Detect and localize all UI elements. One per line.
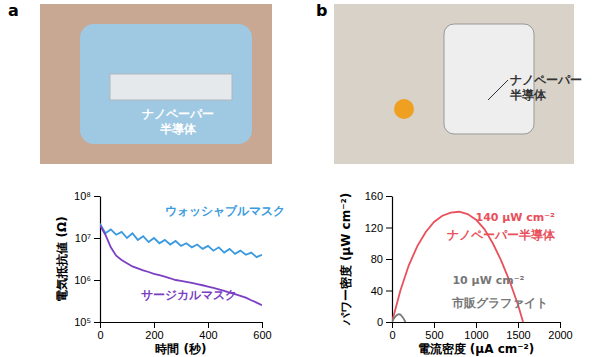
y-tick-label: 10⁵ [74, 316, 91, 328]
x-tick-mark [262, 322, 263, 328]
x-tick-label: 400 [199, 329, 217, 341]
x-tick-mark [154, 322, 155, 328]
x-tick: 500 [425, 322, 443, 341]
mask [80, 24, 252, 144]
series-line [100, 225, 262, 305]
x-tick: 400 [199, 322, 217, 341]
y-axis-line [392, 197, 393, 323]
x-tick-mark [208, 322, 209, 328]
x-tick: 2000 [548, 322, 572, 341]
photo-background [40, 4, 272, 164]
y-tick-mark [94, 196, 100, 197]
x-tick-mark [518, 322, 519, 328]
x-tick-mark [392, 322, 393, 328]
y-tick-mark [386, 259, 392, 260]
leader-line [488, 80, 508, 100]
y-axis-title: 電気抵抗値 (Ω) [55, 216, 69, 301]
y-tick-mark [94, 280, 100, 281]
y-tick-label: 120 [365, 222, 383, 234]
y-tick: 0 [377, 316, 392, 328]
x-tick: 0 [389, 322, 395, 341]
x-tick: 600 [253, 322, 271, 341]
panel-letter: b [316, 1, 327, 20]
photo-label-line: ナノペーパー [510, 73, 582, 87]
annotation: 10 μW cm⁻² [452, 274, 524, 287]
y-tick-mark [386, 196, 392, 197]
photo-label: ナノペーパー半導体 [509, 73, 582, 102]
y-tick: 40 [371, 285, 392, 297]
x-tick-mark [560, 322, 561, 328]
x-tick-label: 1000 [464, 329, 488, 341]
x-tick: 0 [97, 322, 103, 341]
x-axis-line [101, 322, 263, 323]
x-tick-mark [100, 322, 101, 328]
x-tick-mark [434, 322, 435, 328]
x-tick: 1000 [464, 322, 488, 341]
photo: ナノペーパー半導体 [334, 4, 582, 164]
y-axis: 0 40 80 120 160 [365, 190, 393, 328]
photo-label: ナノペーパー半導体 [142, 107, 214, 136]
y-tick-label: 10⁸ [74, 190, 91, 202]
x-axis-title: 時間 (秒) [155, 342, 206, 356]
y-tick-mark [386, 228, 392, 229]
x-axis: 0 500 1000 1500 2000 [389, 322, 572, 341]
series-line [100, 224, 262, 258]
y-tick-mark [94, 322, 100, 323]
photo-label-line: 半導体 [509, 88, 547, 102]
x-tick-label: 200 [145, 329, 163, 341]
y-tick-label: 40 [371, 285, 383, 297]
series-label: ウォッシャブルマスク [165, 204, 285, 218]
x-tick: 200 [145, 322, 163, 341]
series-label: ナノペーパー半導体 [447, 228, 556, 242]
y-tick-label: 10⁶ [74, 274, 91, 286]
y-tick-label: 0 [377, 316, 383, 328]
y-tick: 10⁵ [74, 316, 100, 328]
sensor [110, 74, 232, 100]
photo: ナノペーパー半導体 [40, 4, 272, 164]
figure: ナノペーパー半導体aナノペーパー半導体b020040060010⁵10⁶10⁷1… [0, 0, 612, 357]
y-tick: 10⁷ [75, 232, 100, 244]
x-axis: 0 200 400 600 [97, 322, 271, 341]
y-axis-title: パワー密度 (μW cm⁻²) [339, 193, 353, 327]
chart: 0 200 400 600 10⁵ 10⁶ 10⁷ 10⁸ 時間 (秒) 電気抵抗値 (Ω) ウォッ… [55, 190, 285, 356]
y-tick: 80 [371, 253, 392, 265]
x-tick-label: 1500 [506, 329, 530, 341]
y-tick: 10⁶ [74, 274, 100, 286]
x-tick-label: 0 [389, 329, 395, 341]
x-tick-label: 600 [253, 329, 271, 341]
series-label: 市販グラファイト [451, 296, 548, 310]
y-tick-mark [94, 238, 100, 239]
x-tick-label: 0 [97, 329, 103, 341]
y-tick: 10⁸ [74, 190, 100, 202]
led [394, 99, 414, 119]
series-label: サージカルマスク [141, 288, 237, 302]
y-tick-mark [386, 322, 392, 323]
y-tick-label: 160 [365, 190, 383, 202]
panel-letter: a [8, 1, 19, 20]
y-axis-line [100, 197, 101, 323]
photo-label-line: ナノペーパー [142, 107, 214, 121]
x-tick: 1500 [506, 322, 530, 341]
y-tick-label: 80 [371, 253, 383, 265]
plot-area [100, 224, 262, 306]
y-tick: 160 [365, 190, 392, 202]
x-axis-title: 電流密度 (μA cm⁻²) [418, 342, 535, 356]
photo-label-line: 半導体 [159, 122, 197, 136]
x-tick-mark [476, 322, 477, 328]
y-tick-mark [386, 291, 392, 292]
x-tick-label: 2000 [548, 329, 572, 341]
x-tick-label: 500 [425, 329, 443, 341]
y-tick: 120 [365, 222, 392, 234]
series-line [392, 314, 405, 322]
y-tick-label: 10⁷ [75, 232, 91, 244]
annotation: 140 μW cm⁻² [475, 211, 555, 224]
y-axis: 10⁵ 10⁶ 10⁷ 10⁸ [74, 190, 100, 328]
chart: 0 500 1000 1500 2000 0 40 80 120 160 電流密度 (μA cm⁻²… [339, 190, 573, 356]
